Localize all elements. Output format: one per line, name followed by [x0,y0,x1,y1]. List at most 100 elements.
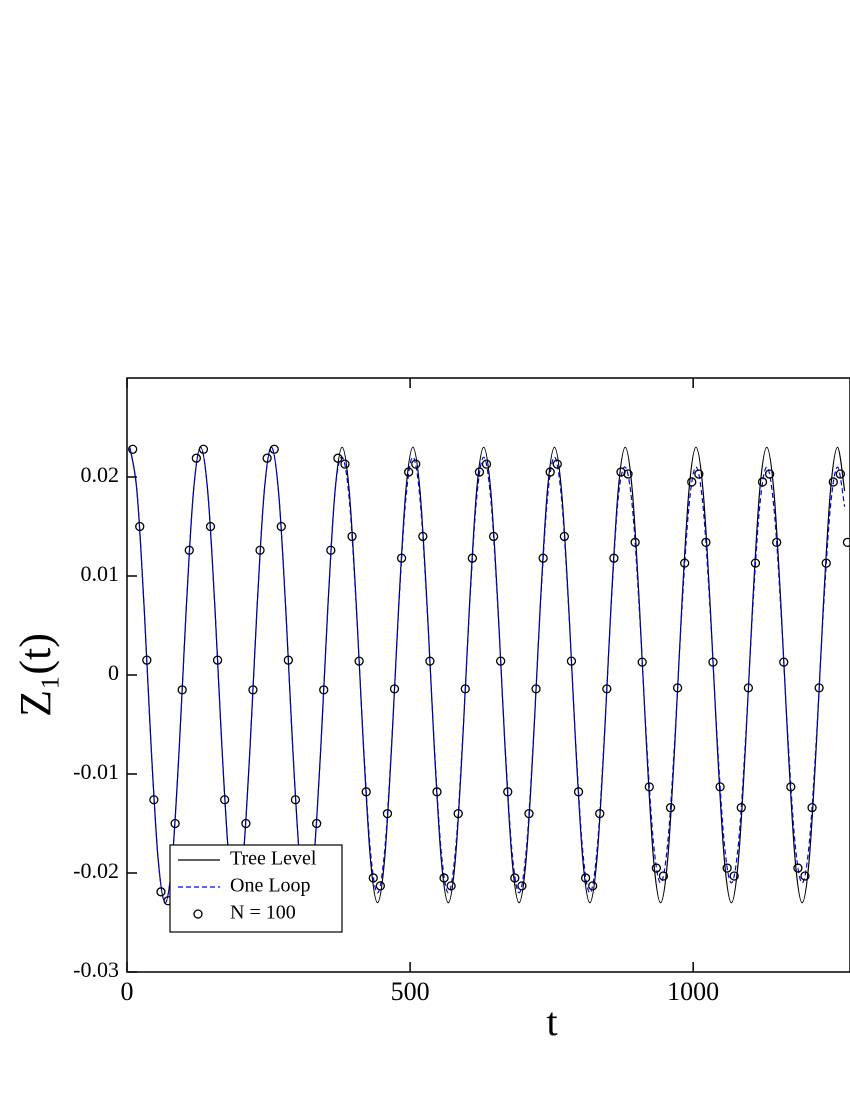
plot-area [128,444,850,906]
x-tick-label: 0 [121,977,134,1006]
marker [545,467,555,477]
marker [382,808,393,819]
marker [128,444,138,454]
y-tick-label: 0.01 [81,561,120,586]
marker [531,684,541,694]
marker [701,537,711,547]
marker [821,558,831,568]
marker [602,684,612,694]
marker [396,553,407,563]
marker [552,459,562,469]
marker [651,863,662,873]
marker [800,871,810,881]
marker [609,553,619,563]
marker [212,655,223,665]
series-line [129,446,846,904]
marker [835,469,846,479]
marker [326,545,336,555]
marker [573,787,584,797]
marker [191,453,202,463]
marker [757,477,768,487]
marker [715,782,725,792]
marker [842,537,850,547]
marker [368,873,378,883]
marker [411,459,421,469]
marker [198,444,209,454]
marker [375,881,386,891]
marker [184,545,194,555]
marker [488,531,499,542]
marker [743,683,754,693]
x-tick-label: 1000 [667,977,719,1006]
marker [354,656,364,666]
marker [241,818,251,829]
marker [750,558,761,568]
x-axis-label: t [546,999,557,1044]
marker [255,545,265,555]
marker [467,553,478,563]
legend-marker [193,909,203,919]
marker [481,459,492,469]
marker [687,477,697,487]
marker [623,469,633,479]
marker [404,467,414,477]
y-tick-label: 0.02 [81,462,120,487]
marker [764,469,775,479]
marker [828,477,838,487]
marker [559,531,570,542]
marker [510,873,520,883]
marker [786,782,796,792]
marker [538,553,548,563]
marker [580,873,591,883]
marker [283,655,294,665]
marker [637,657,647,667]
marker [312,818,322,829]
series-line [129,446,846,904]
marker [432,787,442,797]
marker [319,685,329,695]
marker [142,655,152,665]
marker [276,521,286,532]
x-tick-label: 500 [391,977,430,1006]
marker [135,521,145,532]
y-tick-label: -0.03 [73,957,119,982]
marker [517,881,527,891]
marker [736,803,746,813]
marker [630,537,640,547]
marker [290,795,301,805]
marker [503,787,513,797]
marker [729,871,739,881]
marker [453,808,463,819]
marker [446,881,456,891]
marker [588,881,598,891]
marker [248,685,258,695]
marker [595,808,605,819]
marker [333,453,343,463]
marker [262,453,272,463]
y-tick-label: -0.02 [73,858,119,883]
marker [814,683,824,693]
marker [149,795,159,805]
marker [722,863,732,873]
y-axis-label: Z₁(t) [11,633,60,717]
marker [170,818,180,829]
marker [680,558,690,568]
marker [644,782,654,792]
marker [807,803,817,813]
marker [665,803,676,813]
marker [220,795,230,805]
marker [460,684,470,694]
marker [177,685,187,695]
marker [658,871,669,881]
marker [793,863,803,873]
marker [389,684,400,694]
legend-label: Tree Level [230,848,317,870]
marker [425,656,435,666]
legend-label: N = 100 [230,902,296,924]
marker [439,873,449,883]
marker [496,656,506,666]
marker [566,656,577,666]
marker [672,683,683,693]
